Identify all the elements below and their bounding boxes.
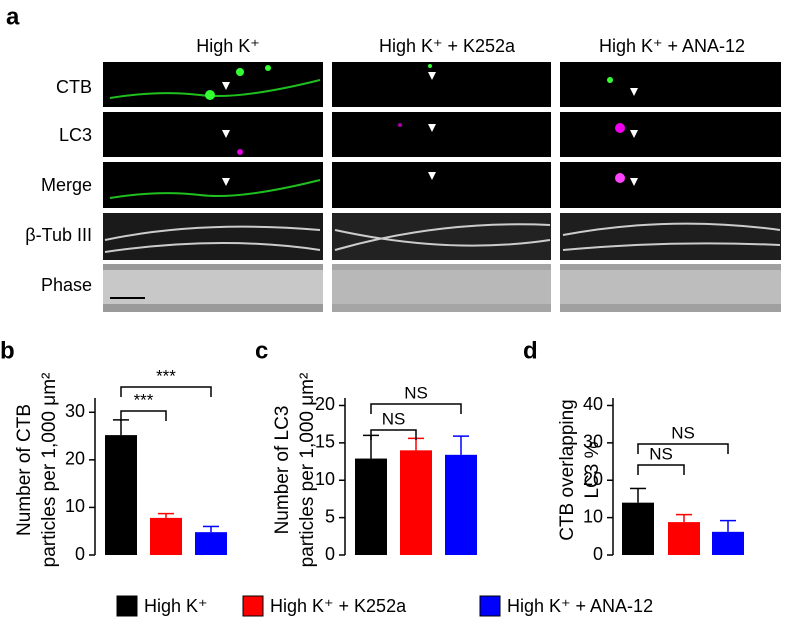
significance-label: NS [404,383,428,402]
significance-label: *** [156,366,176,385]
y-tick-label: 10 [65,496,85,516]
y-tick-label: 0 [75,544,85,564]
legend-swatch [116,595,138,617]
y-tick-label: 30 [583,432,603,452]
column-label: High K⁺ + ANA-12 [599,36,745,56]
significance-label: NS [382,409,406,428]
y-axis-label: particles per 1,000 μm² [297,373,318,568]
bar [622,502,654,555]
significance-bracket [370,429,417,440]
y-tick-label: 5 [325,506,335,526]
y-tick-label: 0 [593,544,603,564]
significance-label: NS [671,423,695,442]
significance-bracket [120,386,212,397]
panel-label: d [523,337,538,364]
y-tick-label: 40 [583,394,603,414]
legend-swatch [479,595,501,617]
bar [400,450,432,555]
bar [355,458,387,555]
y-axis-label: Number of LC3 [272,406,293,535]
bar [150,517,182,555]
y-tick-label: 10 [583,506,603,526]
significance-bracket [637,464,685,475]
y-axis-label: LC3 % [582,441,603,498]
significance-bracket [637,443,729,454]
y-axis-label: CTB overlapping [557,399,578,541]
bar [195,532,227,555]
column-label: High K⁺ + K252a [379,36,516,56]
significance-bracket [120,410,167,421]
panel-label: b [0,337,15,364]
bar [445,454,477,555]
row-label: LC3 [59,125,92,145]
panel-label: a [6,3,20,30]
row-label: β-Tub III [25,225,92,245]
y-tick-label: 0 [325,544,335,564]
y-tick-label: 15 [315,432,335,452]
y-tick-label: 20 [315,394,335,414]
micrographs [103,62,781,312]
panel-label: c [255,337,268,364]
row-label: Merge [41,175,92,195]
y-axis-label: particles per 1,000 μm² [39,373,60,568]
legend-swatch [242,595,264,617]
bar [668,522,700,555]
bar [105,435,137,555]
row-label: Phase [41,275,92,295]
significance-bracket [370,403,462,414]
significance-label: NS [649,444,673,463]
row-label: CTB [56,77,92,97]
y-tick-label: 10 [315,469,335,489]
y-tick-label: 20 [583,469,603,489]
legend-label: High K⁺ + K252a [270,596,407,616]
y-axis-label: Number of CTB [14,404,35,536]
column-label: High K⁺ [196,36,260,56]
significance-label: *** [134,390,154,409]
bar [712,531,744,555]
y-tick-label: 20 [65,449,85,469]
legend-label: High K⁺ [144,596,208,616]
y-tick-label: 30 [65,401,85,421]
legend-label: High K⁺ + ANA-12 [507,596,653,616]
